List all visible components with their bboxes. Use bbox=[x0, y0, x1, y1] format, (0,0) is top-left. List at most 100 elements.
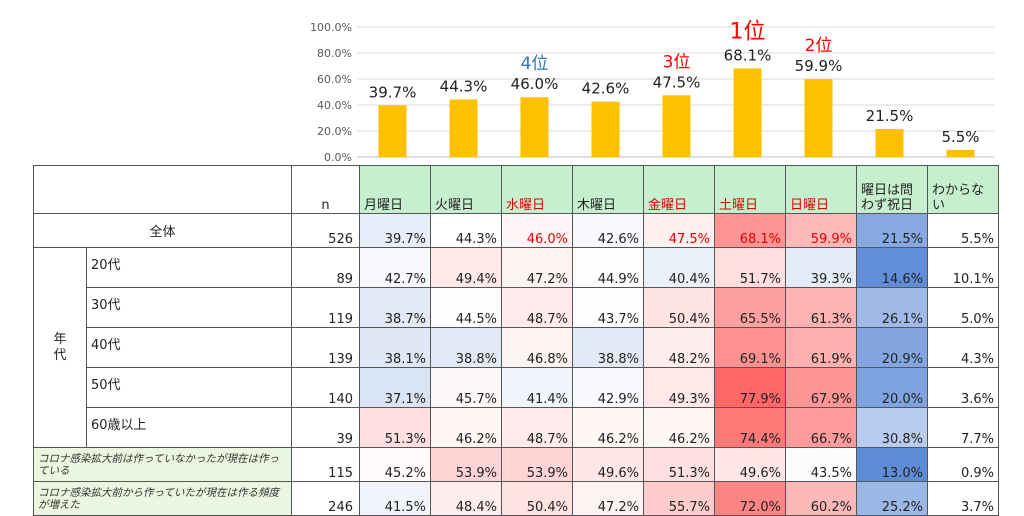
value-cell: 48.7% bbox=[501, 287, 573, 328]
row-label-segment: コロナ感染拡大前は作っていなかったが現在は作っている bbox=[33, 447, 292, 482]
row-label-age: 20代 bbox=[86, 247, 292, 288]
value-cell: 51.3% bbox=[643, 447, 715, 482]
y-tick-label: 0.0% bbox=[324, 151, 352, 164]
value-cell: 5.5% bbox=[927, 213, 999, 248]
day-header: 月曜日 bbox=[359, 165, 431, 214]
data-label: 59.9% bbox=[795, 57, 843, 75]
value-cell: 25.2% bbox=[856, 481, 928, 516]
n-value: 246 bbox=[291, 481, 360, 516]
data-label: 42.6% bbox=[582, 80, 630, 98]
n-header: n bbox=[291, 165, 360, 214]
day-header: 水曜日 bbox=[501, 165, 573, 214]
value-cell: 48.2% bbox=[643, 327, 715, 368]
value-cell: 51.7% bbox=[714, 247, 786, 288]
day-header: 日曜日 bbox=[785, 165, 857, 214]
value-cell: 20.0% bbox=[856, 367, 928, 408]
data-table: n 月曜日 火曜日 水曜日 木曜日 金曜日 土曜日 日曜日 曜日は問わず祝日 わからない 全体 526… bbox=[33, 165, 999, 516]
data-label: 44.3% bbox=[440, 77, 488, 95]
value-cell: 48.4% bbox=[430, 481, 502, 516]
data-label: 39.7% bbox=[369, 83, 417, 101]
y-tick-label: 80.0% bbox=[317, 47, 352, 60]
value-cell: 49.4% bbox=[430, 247, 502, 288]
value-cell: 50.4% bbox=[501, 481, 573, 516]
day-header: 木曜日 bbox=[572, 165, 644, 214]
value-cell: 68.1% bbox=[714, 213, 786, 248]
value-cell: 41.4% bbox=[501, 367, 573, 408]
n-value: 140 bbox=[291, 367, 360, 408]
value-cell: 3.6% bbox=[927, 367, 999, 408]
row-label-age: 50代 bbox=[86, 367, 292, 408]
value-cell: 14.6% bbox=[856, 247, 928, 288]
value-cell: 61.9% bbox=[785, 327, 857, 368]
value-cell: 59.9% bbox=[785, 213, 857, 248]
value-cell: 26.1% bbox=[856, 287, 928, 328]
value-cell: 49.3% bbox=[643, 367, 715, 408]
value-cell: 61.3% bbox=[785, 287, 857, 328]
value-cell: 38.8% bbox=[430, 327, 502, 368]
data-label: 5.5% bbox=[941, 128, 979, 146]
value-cell: 44.9% bbox=[572, 247, 644, 288]
day-header: 土曜日 bbox=[714, 165, 786, 214]
value-cell: 13.0% bbox=[856, 447, 928, 482]
bar-chart: 0.0% 20.0% 40.0% 60.0% 80.0% 100.0% 39.7% 44.3%… bbox=[310, 19, 994, 164]
row-label-age: 40代 bbox=[86, 327, 292, 368]
value-cell: 43.7% bbox=[572, 287, 644, 328]
rank-annotation: 4位 bbox=[521, 54, 549, 74]
value-cell: 74.4% bbox=[714, 407, 786, 448]
value-cell: 21.5% bbox=[856, 213, 928, 248]
value-cell: 49.6% bbox=[572, 447, 644, 482]
y-tick-label: 20.0% bbox=[317, 125, 352, 138]
value-cell: 65.5% bbox=[714, 287, 786, 328]
value-cell: 3.7% bbox=[927, 481, 999, 516]
value-cell: 47.2% bbox=[572, 481, 644, 516]
value-cell: 44.3% bbox=[430, 213, 502, 248]
bar bbox=[733, 68, 762, 157]
bar bbox=[591, 101, 620, 157]
value-cell: 47.2% bbox=[501, 247, 573, 288]
day-header: わからない bbox=[927, 165, 999, 214]
y-tick-label: 100.0% bbox=[310, 21, 352, 34]
value-cell: 49.6% bbox=[714, 447, 786, 482]
value-cell: 40.4% bbox=[643, 247, 715, 288]
n-value: 89 bbox=[291, 247, 360, 288]
value-cell: 44.5% bbox=[430, 287, 502, 328]
value-cell: 42.9% bbox=[572, 367, 644, 408]
rank-annotation: 3位 bbox=[663, 52, 691, 72]
value-cell: 66.7% bbox=[785, 407, 857, 448]
group-label-age: 年代 bbox=[33, 247, 87, 448]
value-cell: 30.8% bbox=[856, 407, 928, 448]
value-cell: 46.2% bbox=[572, 407, 644, 448]
bar bbox=[378, 105, 407, 157]
value-cell: 46.2% bbox=[430, 407, 502, 448]
n-value: 39 bbox=[291, 407, 360, 448]
bar bbox=[804, 79, 833, 157]
value-cell: 43.5% bbox=[785, 447, 857, 482]
bar bbox=[946, 149, 975, 157]
day-header: 曜日は問わず祝日 bbox=[856, 165, 928, 214]
bar bbox=[520, 97, 549, 157]
row-label-total: 全体 bbox=[33, 213, 292, 248]
data-label: 47.5% bbox=[653, 73, 701, 91]
value-cell: 42.7% bbox=[359, 247, 431, 288]
value-cell: 46.2% bbox=[643, 407, 715, 448]
y-tick-label: 60.0% bbox=[317, 73, 352, 86]
rank-annotation: 1位 bbox=[730, 19, 766, 44]
value-cell: 39.3% bbox=[785, 247, 857, 288]
value-cell: 39.7% bbox=[359, 213, 431, 248]
bar bbox=[662, 95, 691, 157]
value-cell: 38.7% bbox=[359, 287, 431, 328]
value-cell: 50.4% bbox=[643, 287, 715, 328]
bar bbox=[449, 99, 478, 157]
header-corner bbox=[33, 165, 292, 214]
day-header: 金曜日 bbox=[643, 165, 715, 214]
row-label-age: 30代 bbox=[86, 287, 292, 328]
data-label: 46.0% bbox=[511, 75, 559, 93]
value-cell: 55.7% bbox=[643, 481, 715, 516]
day-header: 火曜日 bbox=[430, 165, 502, 214]
value-cell: 4.3% bbox=[927, 327, 999, 368]
value-cell: 67.9% bbox=[785, 367, 857, 408]
value-cell: 69.1% bbox=[714, 327, 786, 368]
value-cell: 53.9% bbox=[501, 447, 573, 482]
value-cell: 20.9% bbox=[856, 327, 928, 368]
value-cell: 5.0% bbox=[927, 287, 999, 328]
